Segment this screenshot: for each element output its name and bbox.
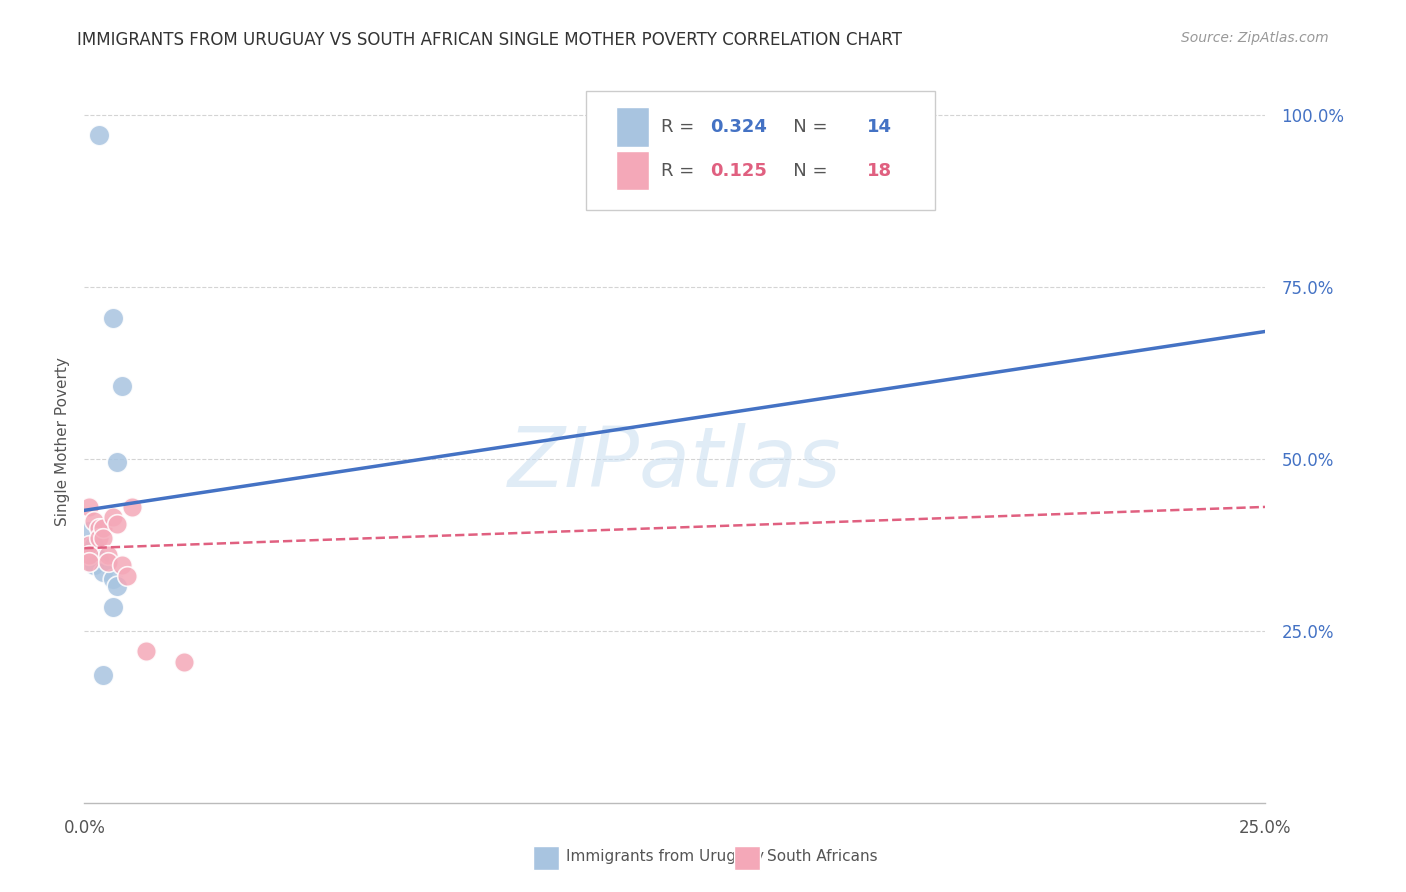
FancyBboxPatch shape (616, 107, 650, 147)
Point (111, 379, 134, 393)
Point (83, 538, 105, 552)
Point (77, 524, 100, 538)
Point (115, 568, 138, 582)
Point (121, 500, 143, 514)
Point (77, 548, 100, 562)
Text: 0.324: 0.324 (710, 119, 768, 136)
Text: N =: N = (776, 161, 834, 179)
Point (87, 128, 110, 143)
Text: R =: R = (661, 119, 700, 136)
Text: 18: 18 (868, 161, 893, 179)
Point (91, 520, 114, 534)
Text: R =: R = (661, 161, 700, 179)
Point (173, 655, 195, 669)
Text: 14: 14 (868, 119, 893, 136)
Point (87, 520, 110, 534)
Point (107, 455, 129, 469)
Y-axis label: Single Mother Poverty: Single Mother Poverty (55, 357, 70, 526)
Text: South Africans: South Africans (768, 849, 877, 864)
Point (107, 517, 129, 532)
FancyBboxPatch shape (734, 847, 759, 870)
Text: Immigrants from Uruguay: Immigrants from Uruguay (567, 849, 765, 864)
Point (111, 558, 134, 573)
Point (91, 531, 114, 545)
FancyBboxPatch shape (586, 91, 935, 211)
Point (101, 572, 124, 586)
Point (97, 555, 120, 569)
Text: N =: N = (776, 119, 834, 136)
Point (83, 514, 105, 528)
Point (101, 310, 124, 325)
Point (83, 548, 105, 562)
FancyBboxPatch shape (616, 151, 650, 191)
Text: Source: ZipAtlas.com: Source: ZipAtlas.com (1181, 31, 1329, 45)
Point (87, 551, 110, 566)
Text: 0.125: 0.125 (710, 161, 768, 179)
Point (83, 558, 105, 573)
Point (87, 531, 110, 545)
Point (97, 548, 120, 562)
Point (77, 538, 100, 552)
FancyBboxPatch shape (533, 847, 560, 870)
Text: ZIPatlas: ZIPatlas (508, 423, 842, 504)
Point (77, 500, 100, 514)
Point (135, 644, 157, 658)
Point (107, 579, 129, 593)
Point (91, 566, 114, 580)
Text: IMMIGRANTS FROM URUGUAY VS SOUTH AFRICAN SINGLE MOTHER POVERTY CORRELATION CHART: IMMIGRANTS FROM URUGUAY VS SOUTH AFRICAN… (77, 31, 903, 49)
Point (101, 599, 124, 614)
Point (91, 668, 114, 682)
Point (101, 510, 124, 524)
Point (77, 555, 100, 569)
